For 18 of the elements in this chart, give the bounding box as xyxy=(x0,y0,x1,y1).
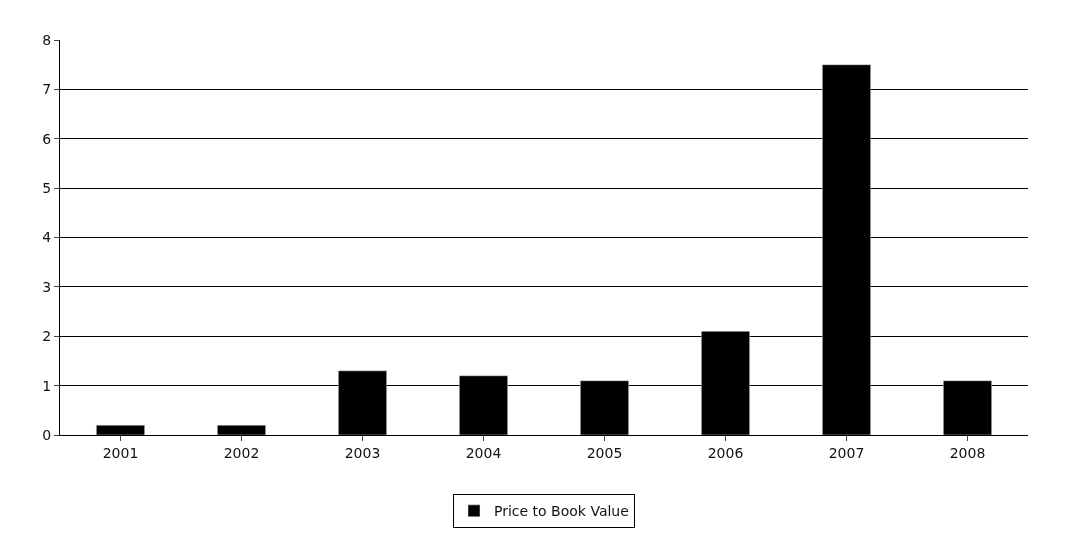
y-tick-label: 8 xyxy=(42,31,52,48)
x-tick-label: 2007 xyxy=(828,444,865,461)
y-tick-label: 7 xyxy=(42,81,52,98)
x-tick-label: 2005 xyxy=(586,444,623,461)
legend-label: Price to Book Value xyxy=(494,503,629,520)
x-tick-label: 2003 xyxy=(344,444,381,461)
x-tick-label: 2004 xyxy=(465,444,502,461)
y-tick-label: 0 xyxy=(42,426,52,443)
x-tick-label: 2006 xyxy=(707,444,744,461)
y-tick-label: 2 xyxy=(42,328,52,345)
y-tick-label: 4 xyxy=(42,229,52,246)
y-tick-label: 1 xyxy=(42,377,52,394)
x-tick-label: 2008 xyxy=(949,444,986,461)
y-tick-label: 3 xyxy=(42,278,52,295)
y-tick-label: 6 xyxy=(42,130,52,147)
x-tick-label: 2001 xyxy=(102,444,139,461)
y-tick-label: 5 xyxy=(42,180,52,197)
x-tick-label: 2002 xyxy=(223,444,260,461)
